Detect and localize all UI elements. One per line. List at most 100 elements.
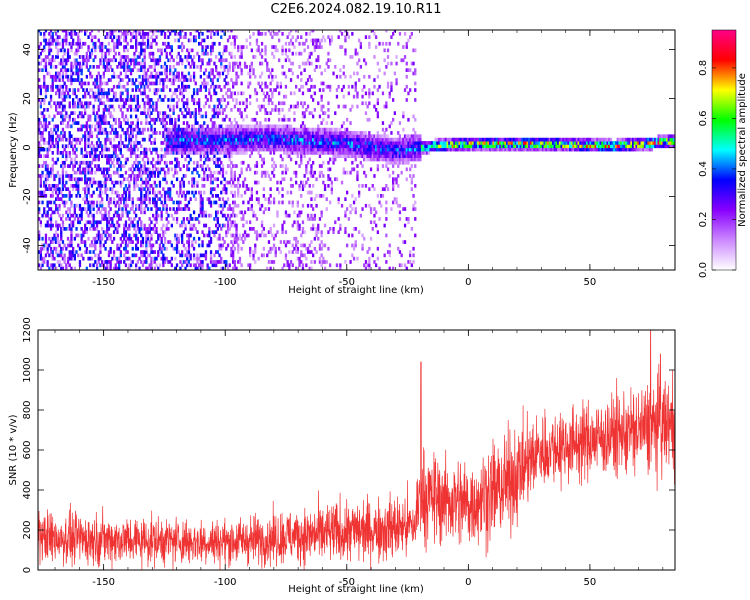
spectrogram-cell [92, 200, 95, 205]
spectrogram-cell [68, 190, 71, 195]
spectrogram-cell [104, 68, 107, 72]
spectrogram-cell [58, 207, 61, 211]
spectrogram-cell [272, 160, 276, 165]
spectrogram-cell [187, 190, 191, 195]
spectrogram-cell [186, 263, 189, 268]
spectrogram-cell [208, 233, 211, 238]
spectrogram-cell [95, 78, 99, 82]
spectrogram-cell [136, 141, 139, 145]
spectrogram-cell [170, 213, 173, 218]
spectrogram-cell [136, 246, 139, 251]
spectrogram-cell [162, 167, 165, 172]
spectrogram-cell [121, 207, 124, 211]
spectrogram-cell [43, 74, 46, 79]
spectrogram-cell [143, 65, 146, 69]
spectrogram-cell [204, 253, 208, 258]
spectrogram-cell [41, 190, 44, 195]
spectrogram-cell [235, 134, 238, 139]
spectrogram-cell [203, 81, 206, 86]
spectrogram-cell [305, 256, 308, 261]
spectrogram-cell [65, 174, 68, 178]
spectrogram-cell [72, 88, 75, 92]
spectrogram-cell [322, 151, 325, 155]
spectrogram-cell [295, 180, 298, 185]
spectrogram-cell [225, 141, 228, 145]
spectrogram-cell [274, 253, 277, 258]
spectrogram-cell [288, 32, 291, 36]
spectrogram-cell [181, 127, 184, 132]
spectrogram-cell [192, 167, 196, 172]
spectrogram-cell [163, 160, 167, 165]
spectrogram-cell [339, 134, 342, 139]
spectrogram-cell [259, 131, 262, 135]
spectrogram-cell [254, 147, 257, 152]
spectrogram-cell [216, 220, 219, 225]
spectrogram-cell [119, 124, 122, 129]
spectrogram-cell [332, 134, 335, 139]
spectrogram-cell [308, 127, 311, 132]
spectrogram-cell [272, 45, 276, 49]
spectrogram-cell [128, 141, 131, 145]
spectrogram-cell [114, 170, 117, 175]
spectrogram-cell [192, 98, 196, 102]
spectrogram-cell [63, 35, 66, 39]
spectrogram-cell [344, 51, 347, 56]
spectrogram-cell [293, 111, 296, 115]
spectrogram-cell [182, 88, 185, 92]
spectrogram-cell [218, 124, 221, 129]
spectrogram-cell [192, 134, 196, 139]
spectrogram-cell [228, 94, 231, 99]
spectrogram-cell [288, 151, 291, 155]
spectrogram-cell [114, 131, 117, 135]
spectrogram-cell [128, 266, 131, 270]
spectrogram-cell [191, 177, 194, 182]
spectrogram-cell [317, 124, 320, 129]
spectrogram-cell [61, 84, 65, 89]
spectrogram-cell [206, 30, 209, 33]
spectrogram-cell [203, 177, 206, 182]
spectrogram-cell [150, 65, 153, 69]
spectrogram-cell [116, 84, 119, 89]
spectrogram-cell [213, 124, 216, 129]
spectrogram-cell [213, 260, 216, 264]
spectrogram-cell [140, 207, 143, 211]
spectrogram-cell [346, 131, 349, 135]
spectrogram-cell [97, 114, 100, 119]
spectrogram-cell [97, 121, 100, 125]
spectrogram-cell [349, 147, 352, 152]
spectrogram-cell [320, 164, 323, 168]
spectrogram-cell [317, 131, 320, 135]
spectrogram-cell [124, 184, 128, 188]
spectrogram-cell [102, 117, 105, 122]
spectrogram-cell [38, 147, 41, 152]
spectrogram-cell [158, 30, 162, 33]
spectrogram-cell [77, 61, 80, 66]
spectrogram-cell [133, 217, 136, 221]
spectrogram-cell [196, 101, 199, 106]
spectrogram-cell [107, 147, 111, 152]
spectrogram-cell [220, 246, 223, 251]
spectrogram-cell [286, 240, 289, 244]
spectrogram-cell [298, 263, 301, 268]
spectrogram-cell [192, 131, 196, 135]
spectrogram-cell [179, 108, 182, 112]
spectrogram-cell [209, 32, 213, 36]
spectrogram-cell [211, 157, 214, 162]
spectrogram-cell [43, 246, 46, 251]
spectrogram-cell [179, 187, 182, 191]
spectrogram-cell [284, 151, 288, 155]
spectrogram-cell [109, 35, 112, 39]
spectrogram-cell [143, 253, 146, 258]
spectrogram-cell [158, 111, 162, 115]
spectrogram-cell [283, 144, 286, 149]
spectrogram-cell [198, 101, 201, 106]
spectrogram-cell [192, 74, 196, 79]
spectrogram-cell [283, 141, 286, 145]
spectrogram-cell [184, 157, 187, 162]
spectrogram-cell [174, 134, 177, 139]
spectrogram-cell [135, 236, 138, 241]
spectrogram-cell [97, 157, 100, 162]
spectrogram-cell [259, 61, 262, 66]
spectrogram-cell [201, 137, 204, 142]
spectrogram-cell [186, 203, 189, 208]
